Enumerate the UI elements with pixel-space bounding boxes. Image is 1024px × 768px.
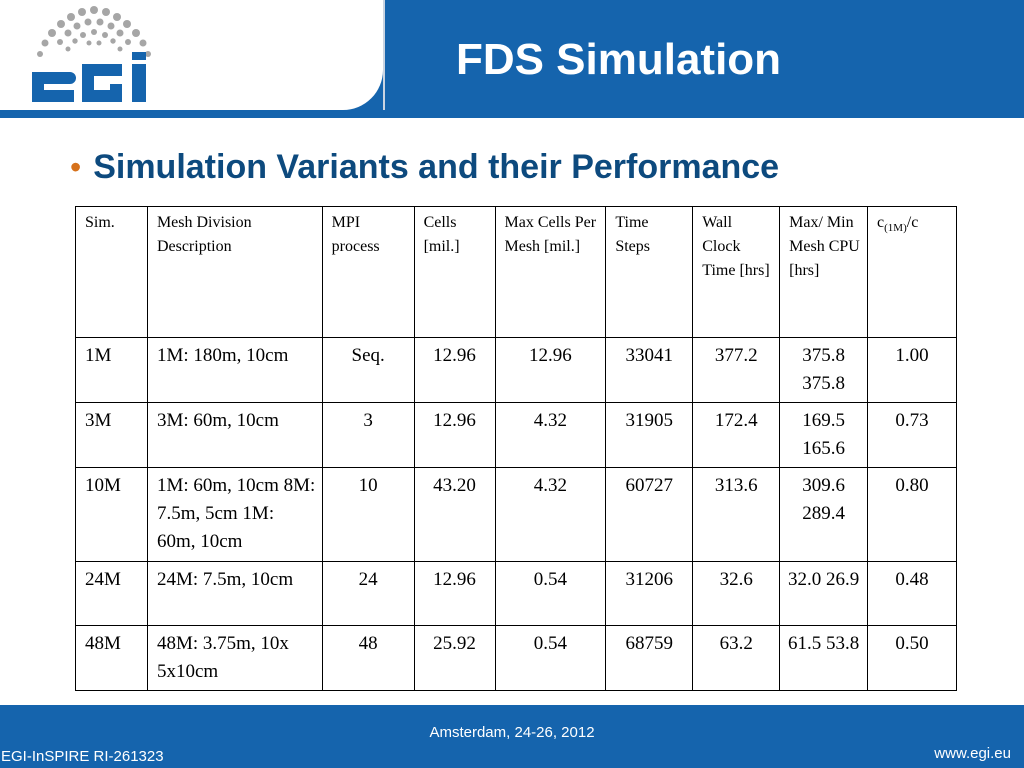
cell-sim: 3M bbox=[75, 402, 148, 468]
header-cell-ratio: c(1M)/c bbox=[867, 206, 957, 338]
cell-max-cells: 0.54 bbox=[494, 625, 607, 691]
cell-ratio: 0.50 bbox=[867, 625, 957, 691]
cell-time-steps: 60727 bbox=[605, 467, 694, 562]
cell-mpi-process: 10 bbox=[321, 467, 415, 562]
header-cell-max-cells: Max Cells Per Mesh [mil.] bbox=[494, 206, 607, 338]
table-row: 1M 1M: 180m, 10cm Seq. 12.96 12.96 33041 377.2… bbox=[75, 337, 957, 403]
cell-mpi-process: 24 bbox=[321, 561, 415, 626]
cell-max-cells: 4.32 bbox=[494, 467, 607, 562]
cell-max-min-cpu: 375.8 375.8 bbox=[779, 337, 869, 403]
performance-table: Sim. Mesh Division Description MPI proce… bbox=[75, 206, 957, 691]
cell-max-min-cpu: 32.0 26.9 bbox=[779, 561, 869, 626]
cell-mesh-division: 1M: 60m, 10cm 8M: 7.5m, 5cm 1M: 60m, 10c… bbox=[146, 467, 323, 562]
footer-project-id: EGI-InSPIRE RI-261323 bbox=[1, 748, 164, 765]
header-bar: FDS Simulation bbox=[0, 0, 1024, 118]
cell-max-min-cpu: 61.5 53.8 bbox=[779, 625, 869, 691]
cell-max-cells: 4.32 bbox=[494, 402, 607, 468]
bullet-text: Simulation Variants and their Performanc… bbox=[93, 148, 780, 186]
cell-mesh-division: 1M: 180m, 10cm bbox=[146, 337, 323, 403]
cell-wall-clock: 63.2 bbox=[692, 625, 781, 691]
cell-ratio: 0.48 bbox=[867, 561, 957, 626]
footer-bar bbox=[0, 705, 1024, 768]
cell-wall-clock: 172.4 bbox=[692, 402, 781, 468]
cell-sim: 24M bbox=[75, 561, 148, 626]
cell-mesh-division: 48M: 3.75m, 10x 5x10cm bbox=[146, 625, 323, 691]
cell-max-cells: 0.54 bbox=[494, 561, 607, 626]
bullet-heading: • Simulation Variants and their Performa… bbox=[70, 143, 779, 191]
cell-mesh-division: 24M: 7.5m, 10cm bbox=[146, 561, 323, 626]
header-cell-cells: Cells [mil.] bbox=[413, 206, 496, 338]
cell-ratio: 1.00 bbox=[867, 337, 957, 403]
egi-logo bbox=[32, 6, 151, 102]
table-row: 10M 1M: 60m, 10cm 8M: 7.5m, 5cm 1M: 60m, … bbox=[75, 467, 957, 562]
logo-dots bbox=[37, 6, 151, 57]
cell-max-min-cpu: 169.5 165.6 bbox=[779, 402, 869, 468]
ratio-c: c bbox=[877, 214, 885, 231]
table-body: 1M 1M: 180m, 10cm Seq. 12.96 12.96 33041 377.2… bbox=[75, 337, 957, 691]
cell-ratio: 0.73 bbox=[867, 402, 957, 468]
header-cell-max-min-cpu: Max/ Min Mesh CPU [hrs] bbox=[779, 206, 869, 338]
cell-sim: 10M bbox=[75, 467, 148, 562]
cell-mpi-process: 3 bbox=[321, 402, 415, 468]
cell-time-steps: 33041 bbox=[605, 337, 694, 403]
slide-title: FDS Simulation bbox=[455, 35, 782, 84]
cell-wall-clock: 313.6 bbox=[692, 467, 781, 562]
cell-mpi-process: Seq. bbox=[321, 337, 415, 403]
cell-mpi-process: 48 bbox=[321, 625, 415, 691]
footer-website-link[interactable]: www.egi.eu bbox=[934, 745, 1011, 762]
cell-cells: 12.96 bbox=[413, 561, 496, 626]
header-cell-time-steps: Time Steps bbox=[605, 206, 694, 338]
header-cell-mpi-process: MPI process bbox=[321, 206, 415, 338]
cell-cells: 25.92 bbox=[413, 625, 496, 691]
logo-panel bbox=[0, 0, 385, 110]
cell-sim: 1M bbox=[75, 337, 148, 403]
table-row: 48M 48M: 3.75m, 10x 5x10cm 48 25.92 0.54 6875… bbox=[75, 625, 957, 691]
header-cell-sim: Sim. bbox=[75, 206, 148, 338]
table-row: 3M 3M: 60m, 10cm 3 12.96 4.32 31905 172.4 169.5… bbox=[75, 402, 957, 468]
ratio-suffix: /c bbox=[906, 214, 919, 231]
cell-cells: 12.96 bbox=[413, 337, 496, 403]
table-header-row: Sim. Mesh Division Description MPI proce… bbox=[75, 206, 957, 338]
cell-wall-clock: 32.6 bbox=[692, 561, 781, 626]
cell-cells: 43.20 bbox=[413, 467, 496, 562]
logo-letters bbox=[32, 52, 146, 102]
footer-event: Amsterdam, 24-26, 2012 bbox=[429, 724, 595, 741]
cell-sim: 48M bbox=[75, 625, 148, 691]
cell-cells: 12.96 bbox=[413, 402, 496, 468]
ratio-subscript: (1M) bbox=[884, 222, 907, 235]
cell-wall-clock: 377.2 bbox=[692, 337, 781, 403]
cell-time-steps: 31905 bbox=[605, 402, 694, 468]
cell-max-min-cpu: 309.6 289.4 bbox=[779, 467, 869, 562]
cell-time-steps: 31206 bbox=[605, 561, 694, 626]
cell-ratio: 0.80 bbox=[867, 467, 957, 562]
header-cell-mesh-division: Mesh Division Description bbox=[146, 206, 323, 338]
bullet-dot-icon: • bbox=[70, 149, 82, 185]
cell-max-cells: 12.96 bbox=[494, 337, 607, 403]
table-row: 24M 24M: 7.5m, 10cm 24 12.96 0.54 31206 32.6 32… bbox=[75, 561, 957, 626]
cell-mesh-division: 3M: 60m, 10cm bbox=[146, 402, 323, 468]
cell-time-steps: 68759 bbox=[605, 625, 694, 691]
header-cell-wall-clock: Wall Clock Time [hrs] bbox=[692, 206, 781, 338]
